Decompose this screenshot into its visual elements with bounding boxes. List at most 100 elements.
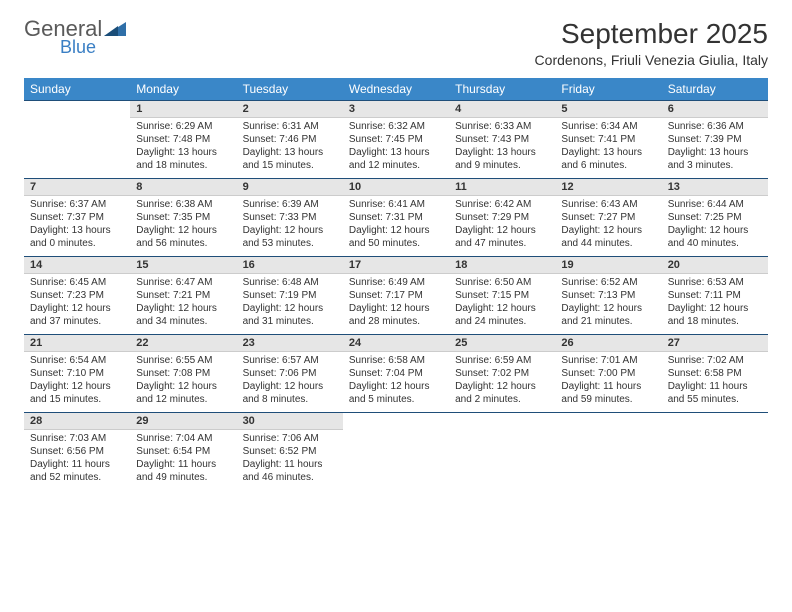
calendar-cell: 26Sunrise: 7:01 AMSunset: 7:00 PMDayligh…: [555, 334, 661, 412]
calendar-week-row: 7Sunrise: 6:37 AMSunset: 7:37 PMDaylight…: [24, 178, 768, 256]
day-number: 18: [449, 256, 555, 274]
sunset-line: Sunset: 7:39 PM: [668, 133, 762, 146]
calendar-cell: 7Sunrise: 6:37 AMSunset: 7:37 PMDaylight…: [24, 178, 130, 256]
calendar-cell: 28Sunrise: 7:03 AMSunset: 6:56 PMDayligh…: [24, 412, 130, 490]
sunset-line: Sunset: 7:35 PM: [136, 211, 230, 224]
calendar-week-row: 1Sunrise: 6:29 AMSunset: 7:48 PMDaylight…: [24, 100, 768, 178]
day-number: 19: [555, 256, 661, 274]
calendar-cell: 17Sunrise: 6:49 AMSunset: 7:17 PMDayligh…: [343, 256, 449, 334]
calendar-cell: 27Sunrise: 7:02 AMSunset: 6:58 PMDayligh…: [662, 334, 768, 412]
calendar-cell: 12Sunrise: 6:43 AMSunset: 7:27 PMDayligh…: [555, 178, 661, 256]
sunset-line: Sunset: 7:04 PM: [349, 367, 443, 380]
daylight-line: Daylight: 12 hours and 2 minutes.: [455, 380, 549, 406]
day-details: Sunrise: 7:04 AMSunset: 6:54 PMDaylight:…: [130, 430, 236, 490]
day-details: Sunrise: 7:01 AMSunset: 7:00 PMDaylight:…: [555, 352, 661, 412]
calendar-week-row: 14Sunrise: 6:45 AMSunset: 7:23 PMDayligh…: [24, 256, 768, 334]
daylight-line: Daylight: 12 hours and 50 minutes.: [349, 224, 443, 250]
day-number: 20: [662, 256, 768, 274]
day-details: Sunrise: 6:34 AMSunset: 7:41 PMDaylight:…: [555, 118, 661, 178]
sunrise-line: Sunrise: 6:32 AM: [349, 120, 443, 133]
title-block: September 2025 Cordenons, Friuli Venezia…: [535, 18, 768, 68]
sunset-line: Sunset: 6:54 PM: [136, 445, 230, 458]
sunset-line: Sunset: 7:13 PM: [561, 289, 655, 302]
sunrise-line: Sunrise: 7:02 AM: [668, 354, 762, 367]
sunrise-line: Sunrise: 6:38 AM: [136, 198, 230, 211]
calendar-cell: 16Sunrise: 6:48 AMSunset: 7:19 PMDayligh…: [237, 256, 343, 334]
daylight-line: Daylight: 12 hours and 21 minutes.: [561, 302, 655, 328]
sunset-line: Sunset: 7:17 PM: [349, 289, 443, 302]
sunrise-line: Sunrise: 6:33 AM: [455, 120, 549, 133]
day-number: 24: [343, 334, 449, 352]
daylight-line: Daylight: 12 hours and 44 minutes.: [561, 224, 655, 250]
sunset-line: Sunset: 7:10 PM: [30, 367, 124, 380]
calendar-body: 1Sunrise: 6:29 AMSunset: 7:48 PMDaylight…: [24, 100, 768, 490]
calendar-cell: [449, 412, 555, 490]
sunrise-line: Sunrise: 6:55 AM: [136, 354, 230, 367]
calendar-cell: 15 Sunrise: 6:47 AMSunset: 7:21 PMDayligh…: [130, 256, 236, 334]
day-number: 9: [237, 178, 343, 196]
calendar-cell: [24, 100, 130, 178]
empty-cell: [555, 412, 661, 490]
sunrise-line: Sunrise: 6:45 AM: [30, 276, 124, 289]
day-number: 10: [343, 178, 449, 196]
calendar-cell: 3Sunrise: 6:32 AMSunset: 7:45 PMDaylight…: [343, 100, 449, 178]
sunset-line: Sunset: 7:29 PM: [455, 211, 549, 224]
sunrise-line: Sunrise: 6:36 AM: [668, 120, 762, 133]
day-details: Sunrise: 6:32 AMSunset: 7:45 PMDaylight:…: [343, 118, 449, 178]
daylight-line: Daylight: 12 hours and 53 minutes.: [243, 224, 337, 250]
sunset-line: Sunset: 7:31 PM: [349, 211, 443, 224]
empty-cell: [662, 412, 768, 490]
calendar-cell: 24Sunrise: 6:58 AMSunset: 7:04 PMDayligh…: [343, 334, 449, 412]
day-number: 5: [555, 100, 661, 118]
calendar-cell: 30Sunrise: 7:06 AMSunset: 6:52 PMDayligh…: [237, 412, 343, 490]
weekday-header: Tuesday: [237, 78, 343, 100]
sunset-line: Sunset: 7:25 PM: [668, 211, 762, 224]
day-number: 4: [449, 100, 555, 118]
day-number: 3: [343, 100, 449, 118]
calendar-cell: 2Sunrise: 6:31 AMSunset: 7:46 PMDaylight…: [237, 100, 343, 178]
daylight-line: Daylight: 12 hours and 37 minutes.: [30, 302, 124, 328]
sunrise-line: Sunrise: 7:01 AM: [561, 354, 655, 367]
calendar-cell: [555, 412, 661, 490]
daylight-line: Daylight: 12 hours and 34 minutes.: [136, 302, 230, 328]
calendar-cell: 19Sunrise: 6:52 AMSunset: 7:13 PMDayligh…: [555, 256, 661, 334]
daylight-line: Daylight: 12 hours and 40 minutes.: [668, 224, 762, 250]
day-details: Sunrise: 6:50 AMSunset: 7:15 PMDaylight:…: [449, 274, 555, 334]
calendar-cell: 5Sunrise: 6:34 AMSunset: 7:41 PMDaylight…: [555, 100, 661, 178]
calendar-cell: 9Sunrise: 6:39 AMSunset: 7:33 PMDaylight…: [237, 178, 343, 256]
calendar-cell: 29Sunrise: 7:04 AMSunset: 6:54 PMDayligh…: [130, 412, 236, 490]
day-number: 14: [24, 256, 130, 274]
sunrise-line: Sunrise: 6:47 AM: [136, 276, 230, 289]
daylight-line: Daylight: 11 hours and 49 minutes.: [136, 458, 230, 484]
sunrise-line: Sunrise: 6:37 AM: [30, 198, 124, 211]
sunset-line: Sunset: 7:46 PM: [243, 133, 337, 146]
sunrise-line: Sunrise: 6:29 AM: [136, 120, 230, 133]
sunrise-line: Sunrise: 6:49 AM: [349, 276, 443, 289]
day-details: Sunrise: 6:45 AMSunset: 7:23 PMDaylight:…: [24, 274, 130, 334]
day-number: 30: [237, 412, 343, 430]
day-details: Sunrise: 6:41 AMSunset: 7:31 PMDaylight:…: [343, 196, 449, 256]
calendar-cell: 13Sunrise: 6:44 AMSunset: 7:25 PMDayligh…: [662, 178, 768, 256]
sunset-line: Sunset: 7:45 PM: [349, 133, 443, 146]
sunrise-line: Sunrise: 6:54 AM: [30, 354, 124, 367]
daylight-line: Daylight: 13 hours and 6 minutes.: [561, 146, 655, 172]
day-number: 15: [130, 256, 236, 274]
sunset-line: Sunset: 7:11 PM: [668, 289, 762, 302]
daylight-line: Daylight: 12 hours and 56 minutes.: [136, 224, 230, 250]
sunrise-line: Sunrise: 6:53 AM: [668, 276, 762, 289]
sunset-line: Sunset: 7:48 PM: [136, 133, 230, 146]
sunrise-line: Sunrise: 7:03 AM: [30, 432, 124, 445]
daylight-line: Daylight: 12 hours and 47 minutes.: [455, 224, 549, 250]
day-details: Sunrise: 6:53 AMSunset: 7:11 PMDaylight:…: [662, 274, 768, 334]
sunset-line: Sunset: 7:21 PM: [136, 289, 230, 302]
day-details: Sunrise: 6:29 AMSunset: 7:48 PMDaylight:…: [130, 118, 236, 178]
page-header: General Blue September 2025 Cordenons, F…: [24, 18, 768, 68]
daylight-line: Daylight: 12 hours and 8 minutes.: [243, 380, 337, 406]
daylight-line: Daylight: 12 hours and 15 minutes.: [30, 380, 124, 406]
day-number: 6: [662, 100, 768, 118]
sunset-line: Sunset: 7:33 PM: [243, 211, 337, 224]
day-number: 26: [555, 334, 661, 352]
calendar-cell: 20Sunrise: 6:53 AMSunset: 7:11 PMDayligh…: [662, 256, 768, 334]
sunset-line: Sunset: 7:15 PM: [455, 289, 549, 302]
brand-blue: Blue: [60, 38, 126, 56]
